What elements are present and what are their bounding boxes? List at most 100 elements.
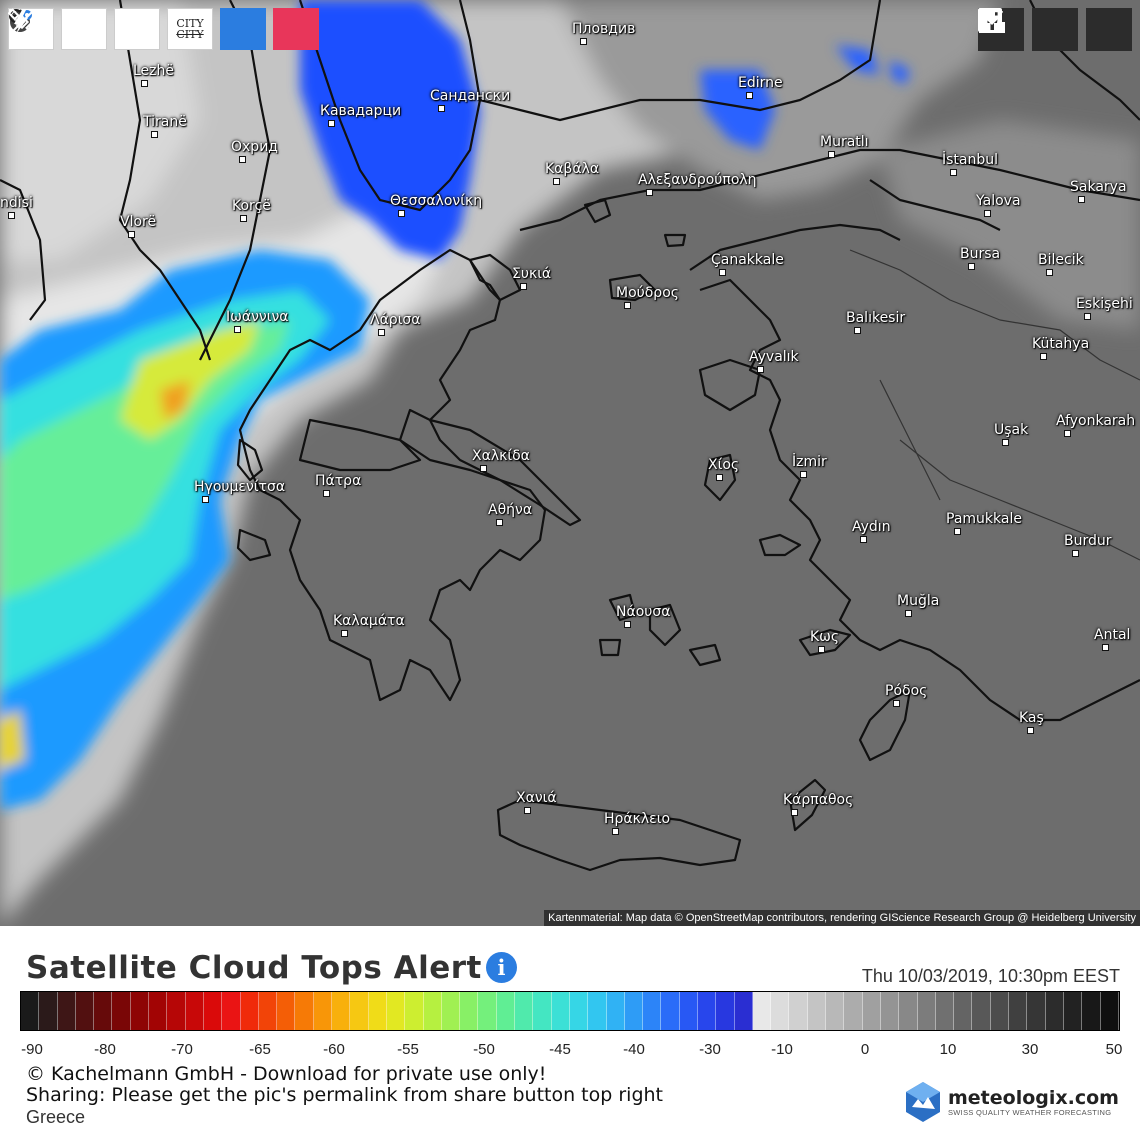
download-button[interactable]	[979, 8, 1132, 51]
city-marker	[438, 105, 445, 112]
color-scale-swatch	[533, 992, 552, 1030]
scale-tick-label: -40	[623, 1041, 645, 1058]
city-marker	[984, 210, 991, 217]
color-scale-swatch	[734, 992, 753, 1030]
city-label: Κως	[810, 629, 840, 645]
color-scale-swatch	[899, 992, 918, 1030]
city-marker	[323, 490, 330, 497]
color-scale-swatch	[624, 992, 644, 1030]
city-marker	[716, 474, 723, 481]
city-label: Χίος	[708, 457, 740, 473]
city-labels-toggle[interactable]: CITY CITY	[167, 8, 213, 50]
city-label: Ηράκλειο	[604, 811, 671, 827]
city-label: Çanakkale	[711, 252, 784, 268]
color-scale-swatch	[460, 992, 479, 1030]
city-marker	[854, 327, 861, 334]
city-label: Kaş	[1019, 710, 1044, 726]
color-scale-swatch	[826, 992, 845, 1030]
info-icon[interactable]: i	[486, 952, 517, 983]
city-marker	[646, 189, 653, 196]
city-label: Korçë	[232, 198, 271, 214]
globe-location-button[interactable]	[10, 8, 107, 50]
color-scale-swatch	[990, 992, 1010, 1030]
map-toolbar: CITY CITY	[8, 8, 319, 50]
color-scale-bar	[20, 991, 1120, 1031]
lightning-toggle-button[interactable]	[14, 8, 266, 50]
city-marker	[8, 212, 15, 219]
scale-tick-label: -80	[94, 1041, 116, 1058]
map-attribution: Kartenmaterial: Map data © OpenStreetMap…	[544, 910, 1140, 926]
color-scale-swatch	[606, 992, 625, 1030]
scale-tick-label: -65	[249, 1041, 271, 1058]
scale-tick-label: 0	[860, 1041, 870, 1058]
color-scale-swatch	[240, 992, 259, 1030]
color-scale-swatch	[862, 992, 881, 1030]
facebook-share-button[interactable]	[978, 8, 1078, 51]
color-scale-swatch	[880, 992, 900, 1030]
color-scale-swatch	[972, 992, 991, 1030]
scale-tick-label: -30	[699, 1041, 721, 1058]
color-scale-swatch	[1009, 992, 1028, 1030]
color-scale-swatch	[368, 992, 387, 1030]
city-marker	[580, 38, 587, 45]
color-scale-swatch	[661, 992, 680, 1030]
legend-title: Satellite Cloud Tops Alert	[26, 950, 482, 986]
city-label: Muğla	[897, 593, 940, 609]
city-label: Αλεξανδρούπολη	[638, 172, 757, 188]
color-scale-swatch	[752, 992, 772, 1030]
color-scale-swatch	[643, 992, 662, 1030]
color-scale-swatch	[588, 992, 607, 1030]
city-marker	[757, 366, 764, 373]
city-marker	[328, 120, 335, 127]
city-marker	[746, 92, 753, 99]
color-scale-swatch	[844, 992, 863, 1030]
city-label-top: CITY	[176, 17, 204, 30]
city-label: ndisi	[0, 195, 33, 211]
color-scale-swatch	[917, 992, 936, 1030]
color-scale-swatch	[569, 992, 589, 1030]
color-scale-swatch	[149, 992, 168, 1030]
zoom-out-button[interactable]	[9, 8, 160, 50]
satellite-map[interactable]: CITY CITY Пловдив Lezhë Tiranë Кавадарци Сан…	[0, 0, 1140, 926]
scale-tick-label: 10	[939, 1041, 957, 1058]
city-label: Μούδρος	[616, 285, 679, 301]
color-scale-swatch	[551, 992, 570, 1030]
scale-tick-label: -45	[549, 1041, 571, 1058]
city-marker	[968, 263, 975, 270]
city-marker	[234, 326, 241, 333]
color-scale-swatch	[478, 992, 497, 1030]
city-marker	[553, 178, 560, 185]
city-label: Burdur	[1064, 533, 1112, 549]
city-label: İstanbul	[942, 152, 999, 168]
city-label: Пловдив	[572, 21, 636, 37]
observation-datetime: Thu 10/03/2019, 10:30pm EEST	[861, 966, 1120, 986]
color-scale-swatch	[935, 992, 955, 1030]
color-scale-swatch	[21, 992, 40, 1030]
city-marker	[239, 156, 246, 163]
city-marker	[398, 210, 405, 217]
color-scale-swatch	[807, 992, 827, 1030]
city-marker	[378, 329, 385, 336]
satellite-toggle-button[interactable]	[8, 8, 319, 50]
city-marker	[1027, 727, 1034, 734]
city-label: Uşak	[994, 422, 1029, 438]
color-scale-swatch	[515, 992, 534, 1030]
city-label: Muratlı	[820, 134, 869, 150]
meteologix-logo-icon	[906, 1082, 940, 1122]
city-marker	[719, 269, 726, 276]
copyright-notice: © Kachelmann GmbH - Download for private…	[26, 1064, 663, 1106]
meteologix-logo[interactable]: meteologix.com SWISS QUALITY WEATHER FOR…	[904, 1081, 1119, 1123]
city-label: Vlorë	[120, 214, 157, 230]
map-canvas	[0, 0, 1140, 926]
color-scale-swatch	[716, 992, 735, 1030]
share-bar	[978, 8, 1132, 51]
city-marker	[860, 536, 867, 543]
scale-tick-label: -60	[323, 1041, 345, 1058]
city-label: Yalova	[976, 193, 1021, 209]
legend-panel: Satellite Cloud Tops Alert i Thu 10/03/2…	[0, 926, 1140, 1127]
color-scale-swatch	[771, 992, 790, 1030]
city-marker	[624, 302, 631, 309]
color-scale-swatch	[313, 992, 333, 1030]
city-label: Νάουσα	[616, 604, 671, 620]
color-scale-swatch	[203, 992, 223, 1030]
